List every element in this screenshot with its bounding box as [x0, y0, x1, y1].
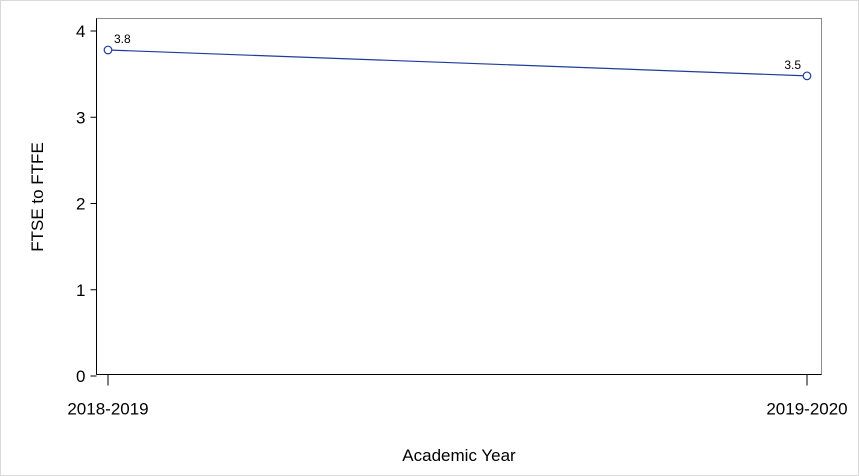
x-tick-label: 2018-2019 [67, 400, 148, 419]
y-axis: 0 1 2 3 4 [76, 18, 97, 386]
x-axis-title: Academic Year [402, 446, 516, 465]
y-tick-label: 0 [76, 367, 85, 386]
data-point [802, 71, 812, 81]
x-tick-label: 2019-2020 [766, 400, 847, 419]
y-tick-label: 3 [76, 108, 85, 127]
y-tick-label: 1 [76, 281, 85, 300]
y-tick-label: 2 [76, 195, 85, 214]
data-label: 3.5 [784, 58, 801, 72]
y-axis-title: FTSE to FTFE [28, 142, 47, 252]
plot-area [96, 18, 822, 375]
x-axis: 2018-2019 2019-2020 [67, 374, 848, 419]
y-tick-label: 4 [76, 22, 85, 41]
series-line [107, 49, 808, 77]
data-point [103, 45, 113, 55]
series-group: 3.8 3.5 [103, 32, 812, 81]
data-label: 3.8 [114, 32, 131, 46]
